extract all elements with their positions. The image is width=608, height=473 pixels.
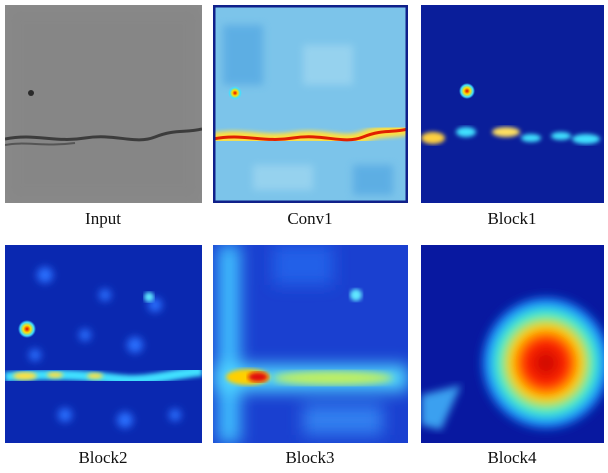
block2-map [5,245,202,443]
input-image [5,5,202,203]
caption: Block1 [487,209,536,228]
caption: Block3 [285,448,334,467]
block3-map [213,245,408,443]
conv1-map [213,5,408,203]
block4-map [421,245,608,443]
figure: Input Conv1 Block1 Block2 Block3 Block4 [0,0,608,468]
caption: Conv1 [287,209,332,228]
caption: Input [85,209,121,228]
block1-map [421,5,604,203]
caption: Block2 [78,448,127,467]
caption: Block4 [487,448,537,467]
